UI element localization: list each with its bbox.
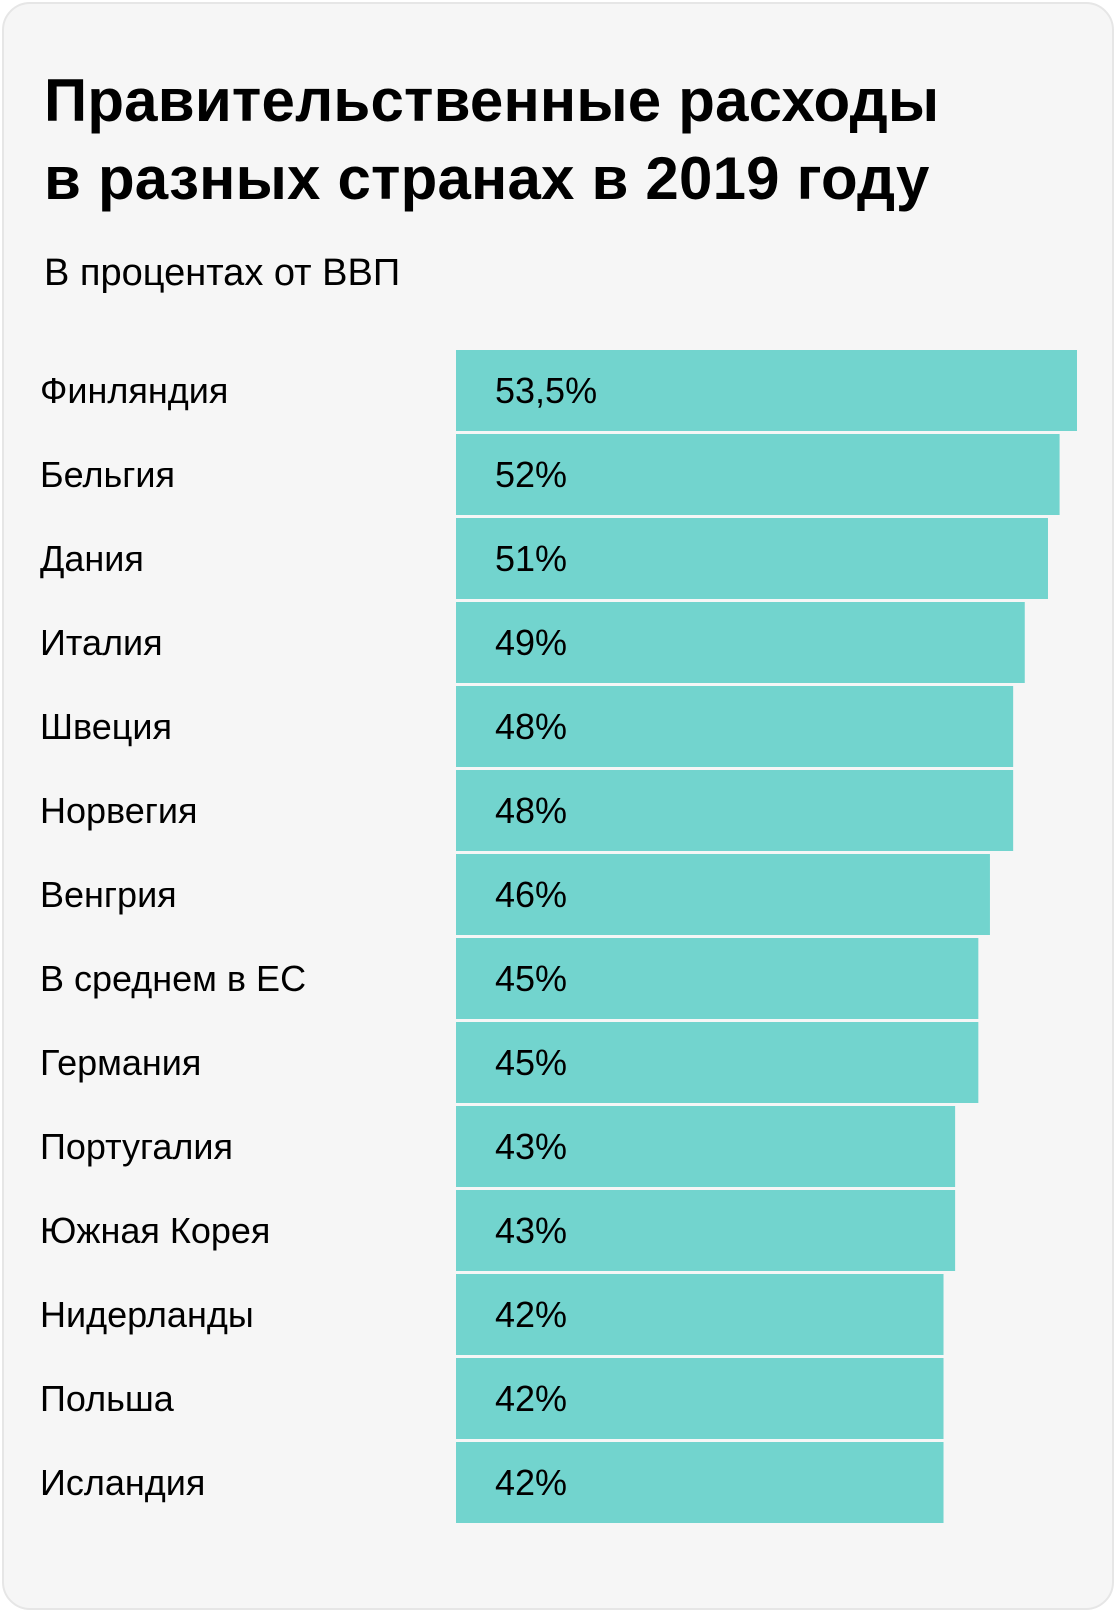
- bar-1: [456, 350, 1077, 431]
- bar-12: [456, 1274, 944, 1355]
- value-label-10: 43%: [495, 1126, 567, 1167]
- bar-6: [456, 770, 1014, 851]
- category-label-13: Польша: [40, 1378, 175, 1419]
- bar-9: [456, 1022, 979, 1103]
- value-label-9: 45%: [495, 1042, 567, 1083]
- chart-subtitle: В процентах от ВВП: [44, 252, 401, 294]
- category-label-5: Швеция: [40, 706, 172, 747]
- category-label-9: Германия: [40, 1042, 201, 1083]
- value-label-1: 53,5%: [495, 370, 597, 411]
- value-label-11: 43%: [495, 1210, 567, 1251]
- bar-chart: Финляндия 53,5% Бельгия 52% Дания 51% Италия 49…: [40, 350, 1077, 1523]
- bar-3: [456, 518, 1048, 599]
- bar-2: [456, 434, 1060, 515]
- bar-8: [456, 938, 979, 1019]
- value-label-6: 48%: [495, 790, 567, 831]
- category-label-6: Норвегия: [40, 790, 198, 831]
- category-label-8: В среднем в ЕС: [40, 958, 306, 999]
- bar-11: [456, 1190, 956, 1271]
- bar-7: [456, 854, 990, 935]
- category-label-11: Южная Корея: [40, 1210, 270, 1251]
- bar-13: [456, 1358, 944, 1439]
- bar-5: [456, 686, 1014, 767]
- category-label-14: Исландия: [40, 1462, 205, 1503]
- bar-14: [456, 1442, 944, 1523]
- value-label-3: 51%: [495, 538, 567, 579]
- category-label-1: Финляндия: [40, 370, 228, 411]
- chart-title: Правительственные расходы в разных стран…: [44, 62, 1084, 218]
- value-label-2: 52%: [495, 454, 567, 495]
- value-label-8: 45%: [495, 958, 567, 999]
- value-label-14: 42%: [495, 1462, 567, 1503]
- bar-4: [456, 602, 1025, 683]
- chart-title-line-2: в разных странах в 2019 году: [44, 145, 930, 212]
- category-label-4: Италия: [40, 622, 163, 663]
- value-label-5: 48%: [495, 706, 567, 747]
- category-label-3: Дания: [40, 538, 144, 579]
- value-label-7: 46%: [495, 874, 567, 915]
- category-label-2: Бельгия: [40, 454, 175, 495]
- category-label-7: Венгрия: [40, 874, 177, 915]
- category-label-12: Нидерланды: [40, 1294, 254, 1335]
- value-label-4: 49%: [495, 622, 567, 663]
- chart-title-line-1: Правительственные расходы: [44, 67, 940, 134]
- bar-10: [456, 1106, 956, 1187]
- value-label-13: 42%: [495, 1378, 567, 1419]
- value-label-12: 42%: [495, 1294, 567, 1335]
- category-label-10: Португалия: [40, 1126, 233, 1167]
